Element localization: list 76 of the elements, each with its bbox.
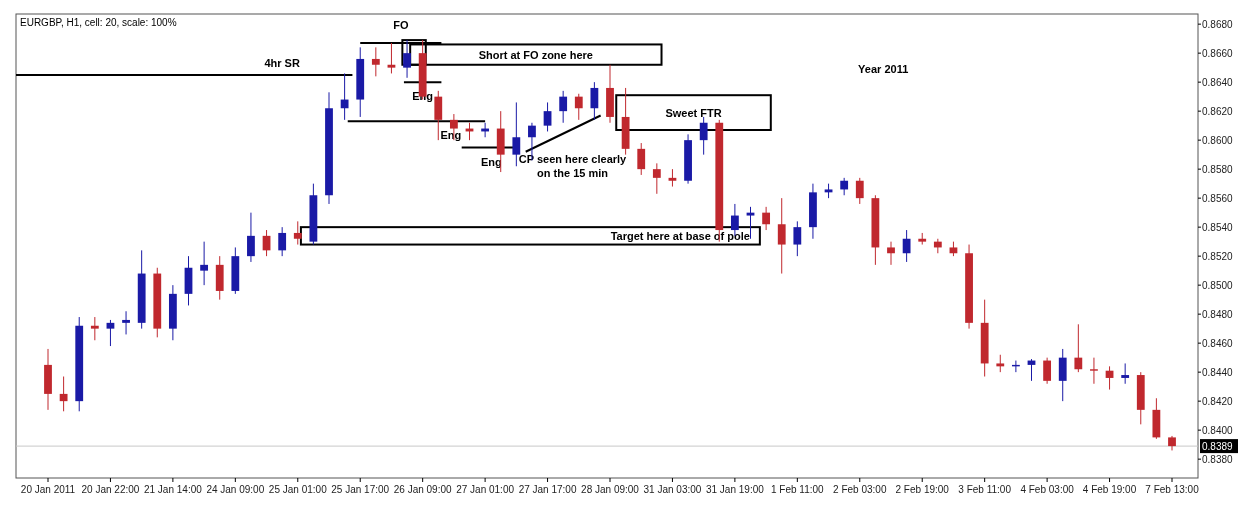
x-tick-label: 2 Feb 03:00 xyxy=(833,484,887,495)
candlestick xyxy=(543,101,552,132)
annotation: Year 2011 xyxy=(858,63,909,76)
candlestick xyxy=(106,319,115,347)
y-tick-label: 0.8540 xyxy=(1202,221,1234,233)
chart-title: EURGBP, H1, cell: 20, scale: 100% xyxy=(20,17,177,28)
candlestick xyxy=(371,46,380,77)
candlestick xyxy=(247,212,255,263)
y-tick-label: 0.8580 xyxy=(1202,163,1234,175)
y-tick-label: 0.8420 xyxy=(1202,395,1234,407)
candlestick xyxy=(59,376,68,412)
candlestick xyxy=(387,42,396,74)
y-tick-label: 0.8480 xyxy=(1202,308,1234,320)
y-tick-label: 0.8660 xyxy=(1202,47,1234,59)
y-tick-label: 0.8620 xyxy=(1202,105,1234,117)
candlestick xyxy=(512,101,521,167)
x-tick-label: 1 Feb 11:00 xyxy=(771,484,825,495)
ref-line-label: 0.8389 xyxy=(1202,440,1234,452)
x-tick-label: 28 Jan 09:00 xyxy=(581,484,640,495)
candlestick xyxy=(699,116,708,156)
x-tick-label: 26 Jan 09:00 xyxy=(393,484,453,495)
candlestick xyxy=(1043,357,1052,385)
y-tick-label: 0.8640 xyxy=(1202,76,1234,88)
x-tick-label: 21 Jan 14:00 xyxy=(143,484,203,495)
x-tick-label: 3 Feb 11:00 xyxy=(958,484,1012,495)
annotation: FO xyxy=(393,18,409,31)
y-tick-label: 0.8500 xyxy=(1202,279,1234,291)
x-tick-label: 31 Jan 03:00 xyxy=(643,484,702,495)
annotation: Eng xyxy=(440,128,462,141)
candlestick xyxy=(293,220,302,246)
annotation: CP seen here clearly on the 15 min xyxy=(518,153,628,180)
candlestick xyxy=(1121,362,1130,385)
x-tick-label: 27 Jan 01:00 xyxy=(456,484,515,495)
annotation: Short at FO zone here xyxy=(478,48,593,61)
candlestick xyxy=(1058,348,1067,402)
y-tick-label: 0.8380 xyxy=(1202,453,1234,465)
x-tick-label: 20 Jan 2011 xyxy=(20,484,76,495)
annotation: 4hr SR xyxy=(264,56,300,69)
candlestick xyxy=(887,241,895,266)
y-tick-label: 0.8680 xyxy=(1202,18,1234,30)
annotation: Sweet FTR xyxy=(665,106,722,119)
candlestick xyxy=(652,162,661,195)
x-tick-label: 24 Jan 09:00 xyxy=(206,484,265,495)
candlestick xyxy=(90,316,99,341)
x-tick-label: 20 Jan 22:00 xyxy=(81,484,140,495)
y-tick-label: 0.8520 xyxy=(1202,250,1234,262)
candlestick xyxy=(855,177,864,205)
candlestick xyxy=(1074,323,1083,373)
x-tick-label: 31 Jan 19:00 xyxy=(705,484,765,495)
candlestick xyxy=(762,206,771,231)
candlestick xyxy=(122,310,130,335)
candlestick xyxy=(590,81,599,121)
x-tick-label: 4 Feb 03:00 xyxy=(1020,484,1075,495)
candlestick xyxy=(777,197,786,275)
candlestick xyxy=(574,93,583,121)
candlestick xyxy=(559,90,568,124)
candlestick xyxy=(1090,357,1098,385)
candlestick xyxy=(434,90,443,141)
x-tick-label: 27 Jan 17:00 xyxy=(518,484,577,495)
candlestick xyxy=(793,220,802,257)
x-tick-label: 25 Jan 17:00 xyxy=(331,484,390,495)
y-tick-label: 0.8560 xyxy=(1202,192,1234,204)
candlestick xyxy=(902,229,911,263)
y-tick-label: 0.8440 xyxy=(1202,366,1234,378)
candlestick xyxy=(340,72,349,121)
y-tick-label: 0.8460 xyxy=(1202,337,1234,349)
x-tick-label: 7 Feb 13:00 xyxy=(1145,484,1200,495)
x-tick-label: 25 Jan 01:00 xyxy=(268,484,328,495)
candlestick xyxy=(200,241,209,286)
candlestick xyxy=(278,226,287,257)
candlestick xyxy=(637,142,646,176)
y-tick-label: 0.8400 xyxy=(1202,424,1234,436)
x-tick-label: 4 Feb 19:00 xyxy=(1082,484,1137,495)
candlestick xyxy=(403,39,411,79)
y-tick-label: 0.8600 xyxy=(1202,134,1234,146)
x-tick-label: 2 Feb 19:00 xyxy=(895,484,950,495)
